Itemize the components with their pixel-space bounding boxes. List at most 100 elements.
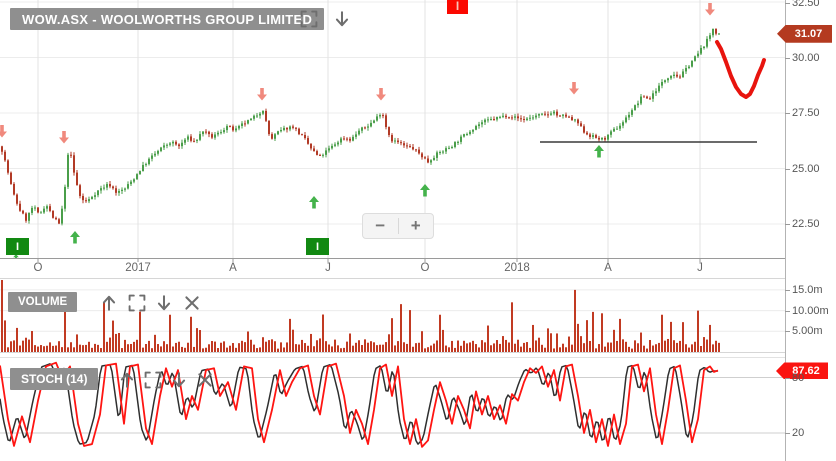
candlestick: [652, 93, 654, 99]
volume-bar: [19, 345, 21, 352]
candlestick: [418, 149, 420, 154]
volume-bar: [55, 345, 57, 352]
candlestick: [694, 56, 696, 61]
volume-bar: [40, 345, 42, 352]
zoom-out-button[interactable]: −: [375, 216, 386, 235]
move-down-icon[interactable]: [170, 371, 188, 389]
stoch-panel-label-box[interactable]: STOCH (14): [10, 368, 99, 390]
candlestick: [244, 123, 246, 125]
symbol-title-box[interactable]: WOW.ASX - WOOLWORTHS GROUP LIMITED: [10, 8, 325, 30]
volume-bar: [709, 324, 711, 352]
maximize-icon[interactable]: [144, 371, 162, 389]
sell-signal-arrow-icon[interactable]: [0, 125, 8, 138]
volume-bar: [139, 311, 141, 352]
x-axis-label: A: [229, 262, 237, 274]
volume-bar: [136, 339, 138, 352]
candlestick: [412, 147, 414, 150]
volume-bar: [229, 345, 231, 352]
volume-bar: [328, 344, 330, 352]
volume-bar: [586, 320, 588, 352]
candlestick: [379, 115, 381, 117]
volume-bar: [385, 342, 387, 352]
candlestick: [100, 188, 102, 191]
volume-bar: [370, 341, 372, 352]
entry-marker-box[interactable]: I: [6, 238, 29, 255]
candlestick: [205, 131, 207, 133]
close-icon[interactable]: [196, 371, 214, 389]
candlestick: [325, 150, 327, 155]
volume-bar: [445, 345, 447, 352]
volume-bar: [472, 340, 474, 352]
candlestick: [550, 113, 552, 115]
x-axis-tick: [37, 258, 39, 262]
candlestick: [502, 115, 504, 117]
volume-bar: [205, 347, 207, 352]
buy-signal-arrow-icon[interactable]: [309, 196, 319, 209]
symbol-title: WOW.ASX - WOOLWORTHS GROUP LIMITED: [22, 11, 313, 27]
candlestick: [304, 134, 306, 139]
x-axis-tick: [424, 258, 426, 262]
x-axis-tick: [137, 258, 139, 262]
candlestick: [187, 136, 189, 140]
candlestick: [562, 114, 564, 116]
candlestick: [358, 130, 360, 135]
candlestick: [274, 134, 276, 139]
axis-tick: [785, 113, 790, 114]
buy-signal-arrow-icon[interactable]: [420, 184, 430, 197]
main-panel-bottom-border: [0, 258, 785, 259]
x-axis-label: O: [420, 262, 430, 274]
sell-signal-arrow-icon[interactable]: [705, 3, 715, 16]
volume-bar: [103, 302, 105, 352]
candlestick: [382, 115, 384, 117]
volume-panel-label-box[interactable]: VOLUME: [8, 292, 78, 312]
buy-signal-arrow-icon[interactable]: [594, 145, 604, 158]
trend-line-drawing[interactable]: [715, 40, 766, 99]
candlestick: [571, 117, 573, 121]
move-up-icon[interactable]: [118, 371, 136, 389]
zoom-in-button[interactable]: +: [410, 216, 421, 235]
maximize-icon[interactable]: [300, 10, 318, 28]
volume-bar: [193, 346, 195, 352]
event-marker-badge[interactable]: I: [447, 0, 468, 14]
volume-bar: [256, 348, 258, 352]
entry-marker-box[interactable]: I: [306, 238, 329, 255]
volume-bar: [190, 316, 192, 352]
buy-signal-arrow-icon[interactable]: [70, 231, 80, 244]
volume-bar: [388, 334, 390, 352]
candlestick: [472, 129, 474, 132]
sell-signal-arrow-icon[interactable]: [257, 88, 267, 101]
move-up-icon[interactable]: [100, 294, 118, 312]
candlestick: [583, 126, 585, 133]
candlestick: [49, 206, 51, 211]
maximize-icon[interactable]: [128, 294, 146, 312]
move-down-icon[interactable]: [155, 294, 173, 312]
volume-bar: [13, 340, 15, 352]
volume-bar: [28, 339, 30, 352]
sell-signal-arrow-icon[interactable]: [376, 88, 386, 101]
candlestick: [220, 132, 222, 134]
volume-bar: [490, 345, 492, 352]
candlestick: [70, 154, 72, 156]
volume-bar: [91, 347, 93, 352]
move-down-icon[interactable]: [333, 10, 351, 28]
candlestick: [430, 160, 432, 163]
candlestick: [184, 139, 186, 143]
volume-bar: [556, 333, 558, 352]
volume-bar: [214, 341, 216, 352]
volume-chart-canvas[interactable]: [0, 278, 785, 352]
zoom-control: − +: [362, 213, 434, 239]
candlestick: [7, 160, 9, 173]
candlestick: [409, 146, 411, 148]
volume-bar: [7, 347, 9, 352]
volume-bar: [67, 347, 69, 352]
volume-bar: [82, 345, 84, 352]
volume-bar: [505, 339, 507, 352]
stoch-panel-label: STOCH (14): [21, 372, 88, 386]
sell-signal-arrow-icon[interactable]: [569, 82, 579, 95]
volume-bar: [511, 302, 513, 352]
sell-signal-arrow-icon[interactable]: [59, 131, 69, 144]
x-axis-tick: [232, 258, 234, 262]
close-icon[interactable]: [183, 294, 201, 312]
volume-bar: [400, 304, 402, 352]
